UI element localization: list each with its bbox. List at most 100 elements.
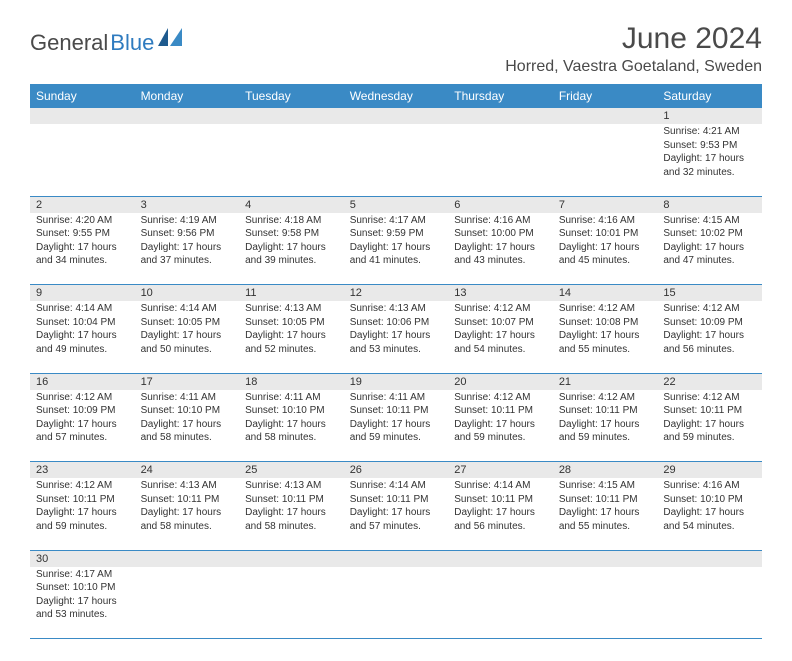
daylight-line: Daylight: 17 hours and 59 minutes. (454, 418, 547, 445)
daynum-cell (30, 108, 135, 124)
day-details: Sunrise: 4:13 AMSunset: 10:11 PMDaylight… (135, 478, 240, 537)
day-cell: Sunrise: 4:13 AMSunset: 10:11 PMDaylight… (239, 478, 344, 550)
day-cell: Sunrise: 4:12 AMSunset: 10:07 PMDaylight… (448, 301, 553, 373)
daynum-row: 30 (30, 550, 762, 567)
day-number: 23 (30, 462, 135, 478)
sunrise-line: Sunrise: 4:12 AM (454, 391, 547, 405)
sunrise-line: Sunrise: 4:12 AM (559, 302, 652, 316)
daynum-cell: 28 (553, 462, 658, 479)
day-details: Sunrise: 4:11 AMSunset: 10:10 PMDaylight… (135, 390, 240, 449)
day-number: 19 (344, 374, 449, 390)
day-header-row: Sunday Monday Tuesday Wednesday Thursday… (30, 84, 762, 108)
daynum-cell: 8 (657, 196, 762, 213)
day-cell: Sunrise: 4:20 AMSunset: 9:55 PMDaylight:… (30, 213, 135, 285)
content-row: Sunrise: 4:20 AMSunset: 9:55 PMDaylight:… (30, 213, 762, 285)
sunset-line: Sunset: 10:06 PM (350, 316, 443, 330)
daynum-cell: 5 (344, 196, 449, 213)
sunset-line: Sunset: 10:04 PM (36, 316, 129, 330)
sunrise-line: Sunrise: 4:12 AM (663, 391, 756, 405)
day-details: Sunrise: 4:17 AMSunset: 9:59 PMDaylight:… (344, 213, 449, 272)
sunset-line: Sunset: 10:11 PM (454, 404, 547, 418)
sunset-line: Sunset: 10:11 PM (350, 493, 443, 507)
daynum-cell: 9 (30, 285, 135, 302)
day-details: Sunrise: 4:13 AMSunset: 10:06 PMDaylight… (344, 301, 449, 360)
content-row: Sunrise: 4:12 AMSunset: 10:09 PMDaylight… (30, 390, 762, 462)
daynum-cell (448, 550, 553, 567)
daynum-row: 2345678 (30, 196, 762, 213)
day-cell: Sunrise: 4:19 AMSunset: 9:56 PMDaylight:… (135, 213, 240, 285)
sunset-line: Sunset: 10:00 PM (454, 227, 547, 241)
sunset-line: Sunset: 10:11 PM (350, 404, 443, 418)
day-cell (448, 124, 553, 196)
day-header: Wednesday (344, 84, 449, 108)
content-row: Sunrise: 4:12 AMSunset: 10:11 PMDaylight… (30, 478, 762, 550)
daynum-cell: 1 (657, 108, 762, 124)
day-cell (239, 567, 344, 639)
day-cell: Sunrise: 4:14 AMSunset: 10:11 PMDaylight… (448, 478, 553, 550)
sunrise-line: Sunrise: 4:13 AM (141, 479, 234, 493)
day-header: Monday (135, 84, 240, 108)
day-cell: Sunrise: 4:21 AMSunset: 9:53 PMDaylight:… (657, 124, 762, 196)
daynum-cell: 3 (135, 196, 240, 213)
daynum-cell: 2 (30, 196, 135, 213)
day-number: 3 (135, 197, 240, 213)
daylight-line: Daylight: 17 hours and 45 minutes. (559, 241, 652, 268)
daynum-cell (553, 108, 658, 124)
day-number: 25 (239, 462, 344, 478)
header: General Blue June 2024 Horred, Vaestra G… (30, 22, 762, 76)
day-cell (30, 124, 135, 196)
day-cell: Sunrise: 4:12 AMSunset: 10:09 PMDaylight… (657, 301, 762, 373)
day-cell: Sunrise: 4:12 AMSunset: 10:08 PMDaylight… (553, 301, 658, 373)
daynum-cell: 26 (344, 462, 449, 479)
sunset-line: Sunset: 10:11 PM (663, 404, 756, 418)
daynum-row: 1 (30, 108, 762, 124)
sunrise-line: Sunrise: 4:15 AM (559, 479, 652, 493)
day-details: Sunrise: 4:12 AMSunset: 10:11 PMDaylight… (448, 390, 553, 449)
day-number: 6 (448, 197, 553, 213)
day-cell: Sunrise: 4:14 AMSunset: 10:04 PMDaylight… (30, 301, 135, 373)
day-details: Sunrise: 4:12 AMSunset: 10:08 PMDaylight… (553, 301, 658, 360)
sunset-line: Sunset: 10:10 PM (663, 493, 756, 507)
day-cell: Sunrise: 4:17 AMSunset: 10:10 PMDaylight… (30, 567, 135, 639)
daynum-cell (239, 550, 344, 567)
daylight-line: Daylight: 17 hours and 47 minutes. (663, 241, 756, 268)
daynum-cell: 21 (553, 373, 658, 390)
daylight-line: Daylight: 17 hours and 53 minutes. (36, 595, 129, 622)
daynum-cell: 4 (239, 196, 344, 213)
daynum-cell: 22 (657, 373, 762, 390)
day-number: 27 (448, 462, 553, 478)
daylight-line: Daylight: 17 hours and 59 minutes. (350, 418, 443, 445)
day-cell: Sunrise: 4:18 AMSunset: 9:58 PMDaylight:… (239, 213, 344, 285)
day-number: 4 (239, 197, 344, 213)
sunrise-line: Sunrise: 4:15 AM (663, 214, 756, 228)
day-details: Sunrise: 4:15 AMSunset: 10:02 PMDaylight… (657, 213, 762, 272)
day-number: 16 (30, 374, 135, 390)
day-details: Sunrise: 4:17 AMSunset: 10:10 PMDaylight… (30, 567, 135, 626)
day-details: Sunrise: 4:12 AMSunset: 10:11 PMDaylight… (657, 390, 762, 449)
day-details: Sunrise: 4:16 AMSunset: 10:10 PMDaylight… (657, 478, 762, 537)
day-cell: Sunrise: 4:12 AMSunset: 10:11 PMDaylight… (657, 390, 762, 462)
day-number: 21 (553, 374, 658, 390)
day-number: 28 (553, 462, 658, 478)
logo-text-blue: Blue (110, 30, 154, 56)
day-number: 29 (657, 462, 762, 478)
daylight-line: Daylight: 17 hours and 50 minutes. (141, 329, 234, 356)
day-details: Sunrise: 4:12 AMSunset: 10:07 PMDaylight… (448, 301, 553, 360)
daynum-cell: 12 (344, 285, 449, 302)
day-cell: Sunrise: 4:12 AMSunset: 10:11 PMDaylight… (30, 478, 135, 550)
day-details: Sunrise: 4:12 AMSunset: 10:09 PMDaylight… (30, 390, 135, 449)
sunrise-line: Sunrise: 4:16 AM (559, 214, 652, 228)
sunrise-line: Sunrise: 4:17 AM (350, 214, 443, 228)
day-cell: Sunrise: 4:12 AMSunset: 10:09 PMDaylight… (30, 390, 135, 462)
day-details: Sunrise: 4:13 AMSunset: 10:05 PMDaylight… (239, 301, 344, 360)
daynum-cell: 13 (448, 285, 553, 302)
day-details: Sunrise: 4:12 AMSunset: 10:09 PMDaylight… (657, 301, 762, 360)
sunrise-line: Sunrise: 4:12 AM (36, 479, 129, 493)
day-header: Sunday (30, 84, 135, 108)
sunset-line: Sunset: 10:05 PM (141, 316, 234, 330)
sunrise-line: Sunrise: 4:12 AM (663, 302, 756, 316)
day-details: Sunrise: 4:14 AMSunset: 10:11 PMDaylight… (448, 478, 553, 537)
daynum-cell (553, 550, 658, 567)
sunset-line: Sunset: 10:10 PM (141, 404, 234, 418)
daynum-cell (344, 550, 449, 567)
